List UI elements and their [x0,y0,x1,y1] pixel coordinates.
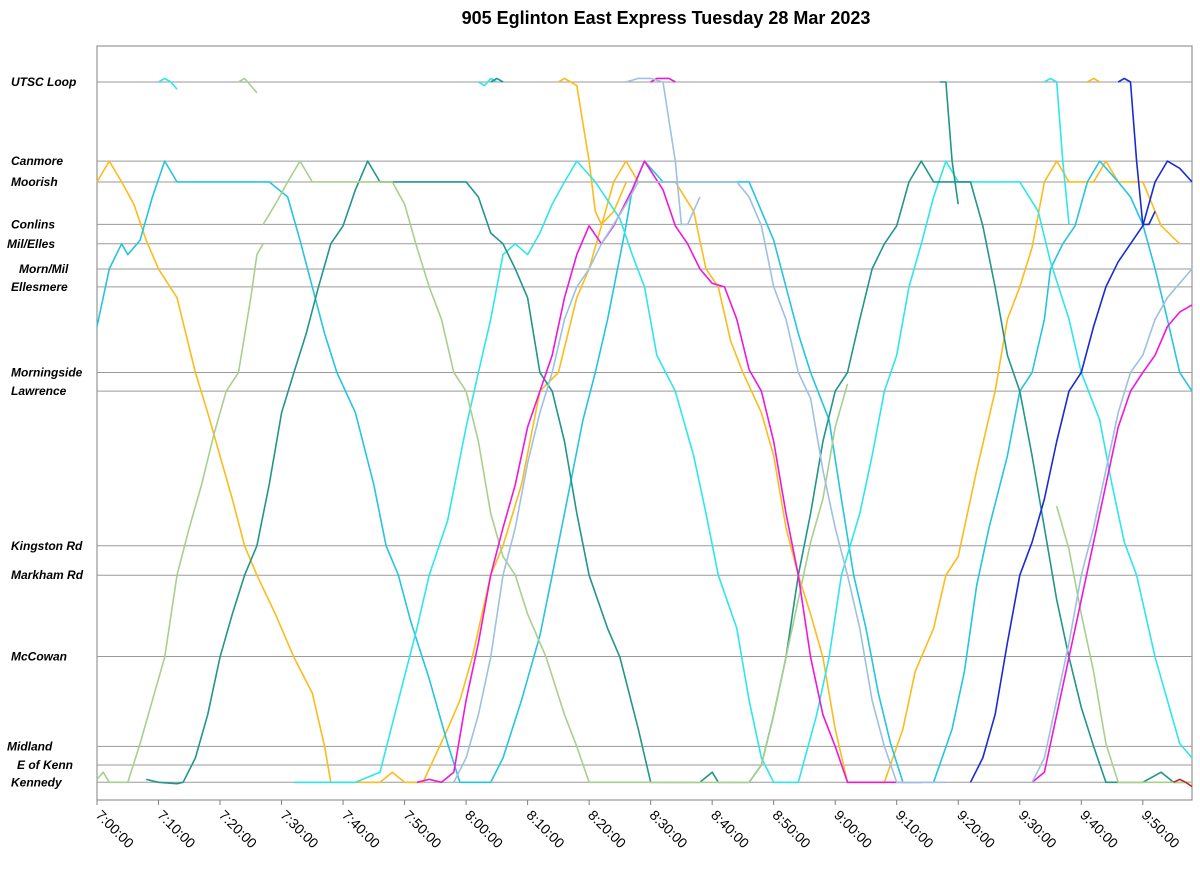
x-tick-label: 9:40:00 [1077,807,1121,851]
stop-label: Moorish [11,175,58,189]
stop-label: Lawrence [11,384,67,398]
stop-label: UTSC Loop [11,75,76,89]
x-tick-label: 8:10:00 [523,807,567,851]
vehicle-trace-line [96,243,264,784]
vehicle-trace-line [939,81,959,205]
x-tick-label: 7:40:00 [339,807,383,851]
vehicle-trace-line [262,160,849,784]
chart-title: 905 Eglinton East Express Tuesday 28 Mar… [461,8,871,28]
vehicle-trace-line [969,160,1193,783]
x-tick-label: 9:00:00 [831,807,875,851]
vehicle-trace-line [557,77,627,226]
vehicle-trace-line [1031,268,1193,783]
stop-label: Morningside [11,365,83,379]
x-tick-label: 9:30:00 [1016,807,1060,851]
vehicle-trace-line [625,77,701,226]
x-tick-label: 9:10:00 [893,807,937,851]
series-layer [96,77,1193,788]
x-tick-label: 7:00:00 [93,807,137,851]
stop-label: Kingston Rd [11,539,83,553]
x-tick-label: 8:30:00 [647,807,691,851]
vehicle-trace-line [238,77,258,94]
x-tick-label: 8:20:00 [585,807,629,851]
grid-layer [96,45,1193,801]
stop-label: Midland [7,739,53,753]
stop-label: Canmore [11,154,63,168]
x-tick-label: 7:50:00 [400,807,444,851]
stop-labels: UTSC Loop Canmore Moorish Conlins Mil/Elles M… [7,75,84,789]
stop-label: Kennedy [11,775,63,789]
x-tick-label: 9:50:00 [1139,807,1183,851]
stop-label: Ellesmere [11,280,68,294]
vehicle-trace-line [293,160,1193,784]
vehicle-trace-line [1117,77,1156,226]
vehicle-trace-line [96,160,1193,784]
vehicle-trace-line [1031,304,1193,783]
stop-label: Markham Rd [11,568,84,582]
vehicle-trace-line [1173,778,1193,788]
x-tick-label: 8:50:00 [770,807,814,851]
plot-frame [96,45,1193,801]
vehicle-trace-line [416,160,922,784]
stop-label: Mil/Elles [7,237,55,251]
x-tick-label: 7:20:00 [216,807,260,851]
x-tick-label: 8:40:00 [708,807,752,851]
vehicle-trace-line [1055,505,1192,784]
vehicle-trace-line [158,77,178,90]
x-tick-label: 9:20:00 [954,807,998,851]
x-tick-label: 7:10:00 [154,807,198,851]
stop-label: Morn/Mil [19,262,69,276]
vehicle-trace-line [453,181,946,784]
stop-label: McCowan [11,649,67,663]
vehicle-trace-line [650,77,676,83]
x-tick-label: 7:30:00 [277,807,321,851]
vehicle-trace-line [96,160,1181,784]
vehicle-trace-line [1043,77,1070,225]
vehicle-trace-line [1086,77,1101,83]
stop-label: E of Kenn [17,758,73,772]
x-tick-label: 8:00:00 [462,807,506,851]
vehicle-trace-line [490,77,504,83]
x-tick-labels: 7:00:00 7:10:00 7:20:00 7:30:00 7:40:00 7:50:… [93,800,1183,851]
stop-label: Conlins [11,217,55,231]
